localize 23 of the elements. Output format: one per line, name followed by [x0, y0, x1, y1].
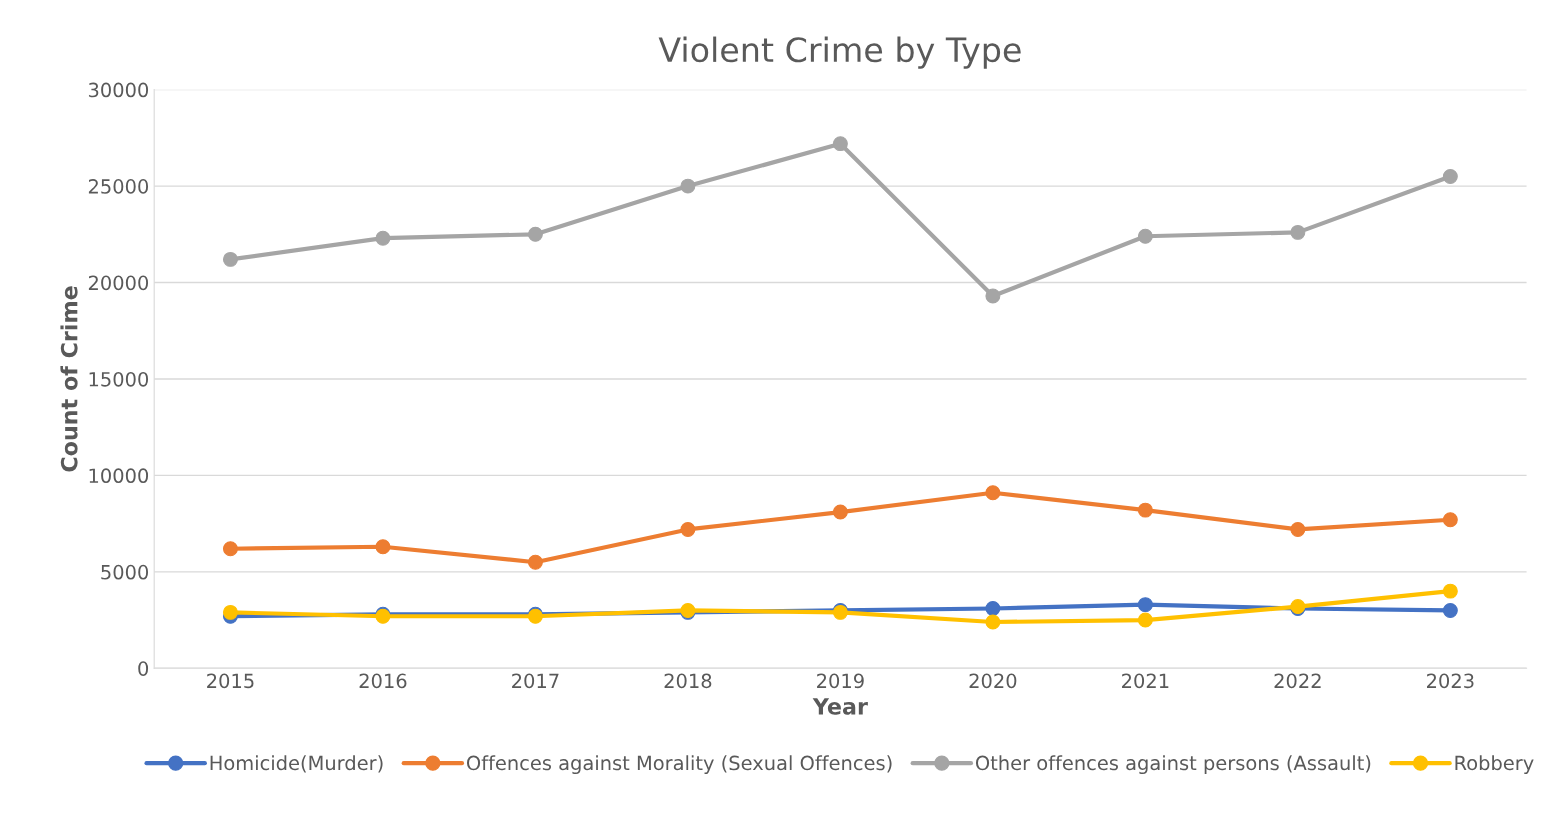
x-tick-label: 2017 — [512, 673, 559, 689]
legend-label: Robbery — [1455, 755, 1534, 775]
x-tick-label: 2018 — [664, 673, 712, 689]
x-tick-label: 2015 — [207, 673, 254, 689]
y-tick-label: 15000 — [89, 371, 149, 387]
y-tick-label: 0 — [138, 661, 149, 676]
x-tick-label: 2021 — [1122, 673, 1169, 689]
x-tick-label: 2019 — [817, 673, 864, 689]
y-axis-title: Count of Crime — [60, 286, 78, 472]
x-tick-label: 2023 — [1427, 673, 1474, 689]
y-tick-label: 20000 — [88, 275, 149, 291]
x-tick-label: 2016 — [359, 673, 407, 689]
legend-label: Other offences against persons (Assault) — [975, 755, 1371, 775]
x-tick-label: 2020 — [969, 673, 1017, 689]
y-tick-label: 10000 — [89, 468, 149, 484]
chart-title: Violent Crime by Type — [658, 36, 1021, 69]
legend-label: Homicide(Murder) — [210, 755, 383, 773]
y-tick-label: 30000 — [88, 82, 149, 98]
y-tick-label: 5000 — [101, 564, 149, 580]
y-tick-label: 25000 — [88, 179, 149, 194]
x-tick-label: 2022 — [1274, 673, 1321, 689]
x-axis-title: Year — [812, 698, 868, 715]
legend-label: Offences against Morality (Sexual Offences) — [466, 755, 892, 775]
